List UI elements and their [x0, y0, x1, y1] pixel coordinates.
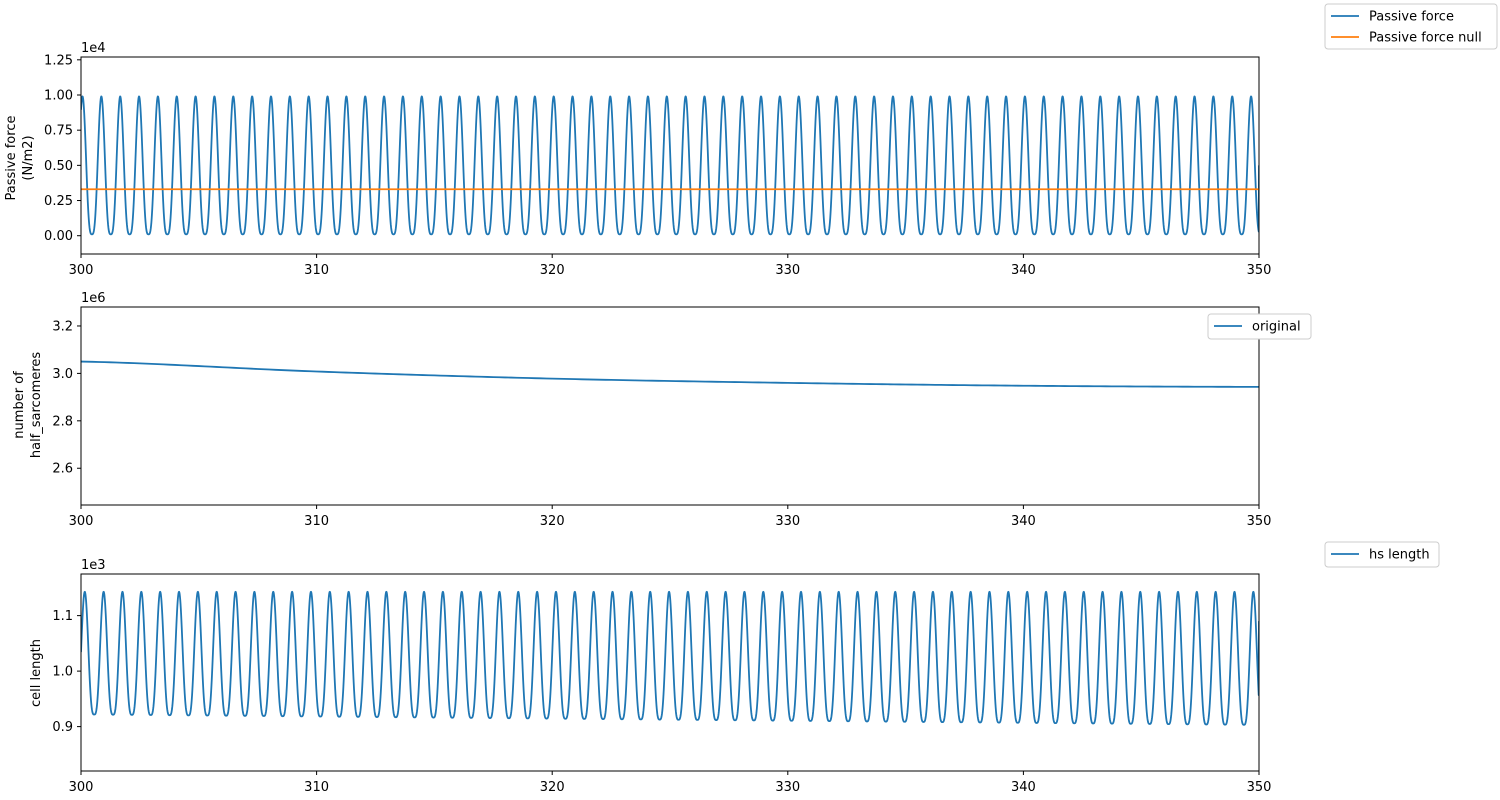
half-sarcomeres-x-axis: 300 310 320 330 340 350	[69, 505, 1272, 529]
passive-force-legend: Passive force Passive force null	[1324, 3, 1498, 50]
passive-force-offset-text: 1e4	[81, 41, 106, 56]
cell-length-legend: hs length	[1324, 541, 1440, 568]
x-tick-label: 330	[775, 263, 800, 278]
legend-entry-passive-force-null: Passive force null	[1369, 31, 1482, 46]
passive-force-panel: 300 310 320 330 340 350 0.00 0.25 0.50 0.75 1.00 1…	[4, 3, 1498, 278]
half-sarcomeres-axes-frame	[80, 306, 1260, 506]
x-tick-label: 330	[775, 780, 800, 795]
x-tick-label: 310	[304, 780, 329, 795]
x-tick-label: 350	[1247, 780, 1272, 795]
x-tick-label: 340	[1011, 780, 1036, 795]
passive-force-legend-box	[1324, 3, 1498, 50]
y-tick-label: 0.25	[44, 194, 73, 209]
cell-length-plot-area	[81, 590, 1259, 726]
x-tick-label: 340	[1011, 514, 1036, 529]
y-tick-label: 3.2	[52, 319, 73, 334]
passive-force-y-axis: 0.00 0.25 0.50 0.75 1.00 1.25	[44, 53, 81, 244]
cell-length-x-axis: 300 310 320 330 340 350	[69, 771, 1272, 795]
x-tick-label: 320	[540, 263, 565, 278]
passive-force-plot-area	[81, 95, 1259, 236]
passive-force-y-axis-label-line-1: Passive force	[4, 116, 19, 201]
half-sarcomeres-legend: original	[1207, 313, 1312, 340]
half-sarcomeres-legend-box	[1207, 313, 1312, 340]
series-line-hs-length	[81, 590, 1259, 726]
y-tick-label: 0.50	[44, 159, 73, 174]
y-tick-label: 1.1	[52, 609, 73, 624]
cell-length-y-axis: 0.9 1.0 1.1	[52, 609, 81, 735]
series-line-passive-force	[81, 95, 1259, 236]
passive-force-axes-frame	[80, 56, 1260, 255]
y-tick-label: 2.8	[52, 414, 73, 429]
x-tick-label: 350	[1247, 514, 1272, 529]
legend-entry-original: original	[1252, 320, 1301, 335]
cell-length-axes-frame	[80, 573, 1260, 772]
cell-length-offset-text: 1e3	[81, 558, 106, 573]
cell-length-panel: 300 310 320 330 340 350 0.9 1.0 1.1 1e3 cell le…	[29, 541, 1440, 795]
half-sarcomeres-offset-text: 1e6	[81, 291, 106, 306]
series-line-original	[81, 360, 1259, 388]
half-sarcomeres-panel: 300 310 320 330 340 350 2.6 2.8 3.0 3.2 1e6 numb…	[12, 291, 1312, 529]
y-tick-label: 1.25	[44, 53, 73, 68]
x-tick-label: 320	[540, 514, 565, 529]
x-tick-label: 310	[304, 263, 329, 278]
legend-entry-hs-length: hs length	[1369, 548, 1430, 563]
x-tick-label: 350	[1247, 263, 1272, 278]
y-tick-label: 1.0	[52, 665, 73, 680]
passive-force-y-axis-label-line-2: (N/m2)	[21, 135, 36, 180]
x-tick-label: 320	[540, 780, 565, 795]
x-tick-label: 310	[304, 514, 329, 529]
passive-force-x-axis: 300 310 320 330 340 350	[69, 254, 1272, 278]
y-tick-label: 0.00	[44, 229, 73, 244]
y-tick-label: 0.9	[52, 720, 73, 735]
half-sarcomeres-plot-area	[81, 360, 1259, 388]
x-tick-label: 300	[69, 780, 94, 795]
half-sarcomeres-y-axis-label-line-2: half_sarcomeres	[29, 352, 44, 459]
y-tick-label: 0.75	[44, 124, 73, 139]
y-tick-label: 2.6	[52, 462, 73, 477]
x-tick-label: 300	[69, 263, 94, 278]
y-tick-label: 1.00	[44, 88, 73, 103]
half-sarcomeres-y-axis: 2.6 2.8 3.0 3.2	[52, 319, 81, 477]
y-tick-label: 3.0	[52, 367, 73, 382]
half-sarcomeres-y-axis-label-line-1: number of	[12, 371, 27, 439]
x-tick-label: 300	[69, 514, 94, 529]
legend-entry-passive-force: Passive force	[1369, 10, 1454, 25]
x-tick-label: 340	[1011, 263, 1036, 278]
x-tick-label: 330	[775, 514, 800, 529]
cell-length-y-axis-label: cell length	[29, 639, 44, 707]
cell-length-legend-box	[1324, 541, 1440, 568]
